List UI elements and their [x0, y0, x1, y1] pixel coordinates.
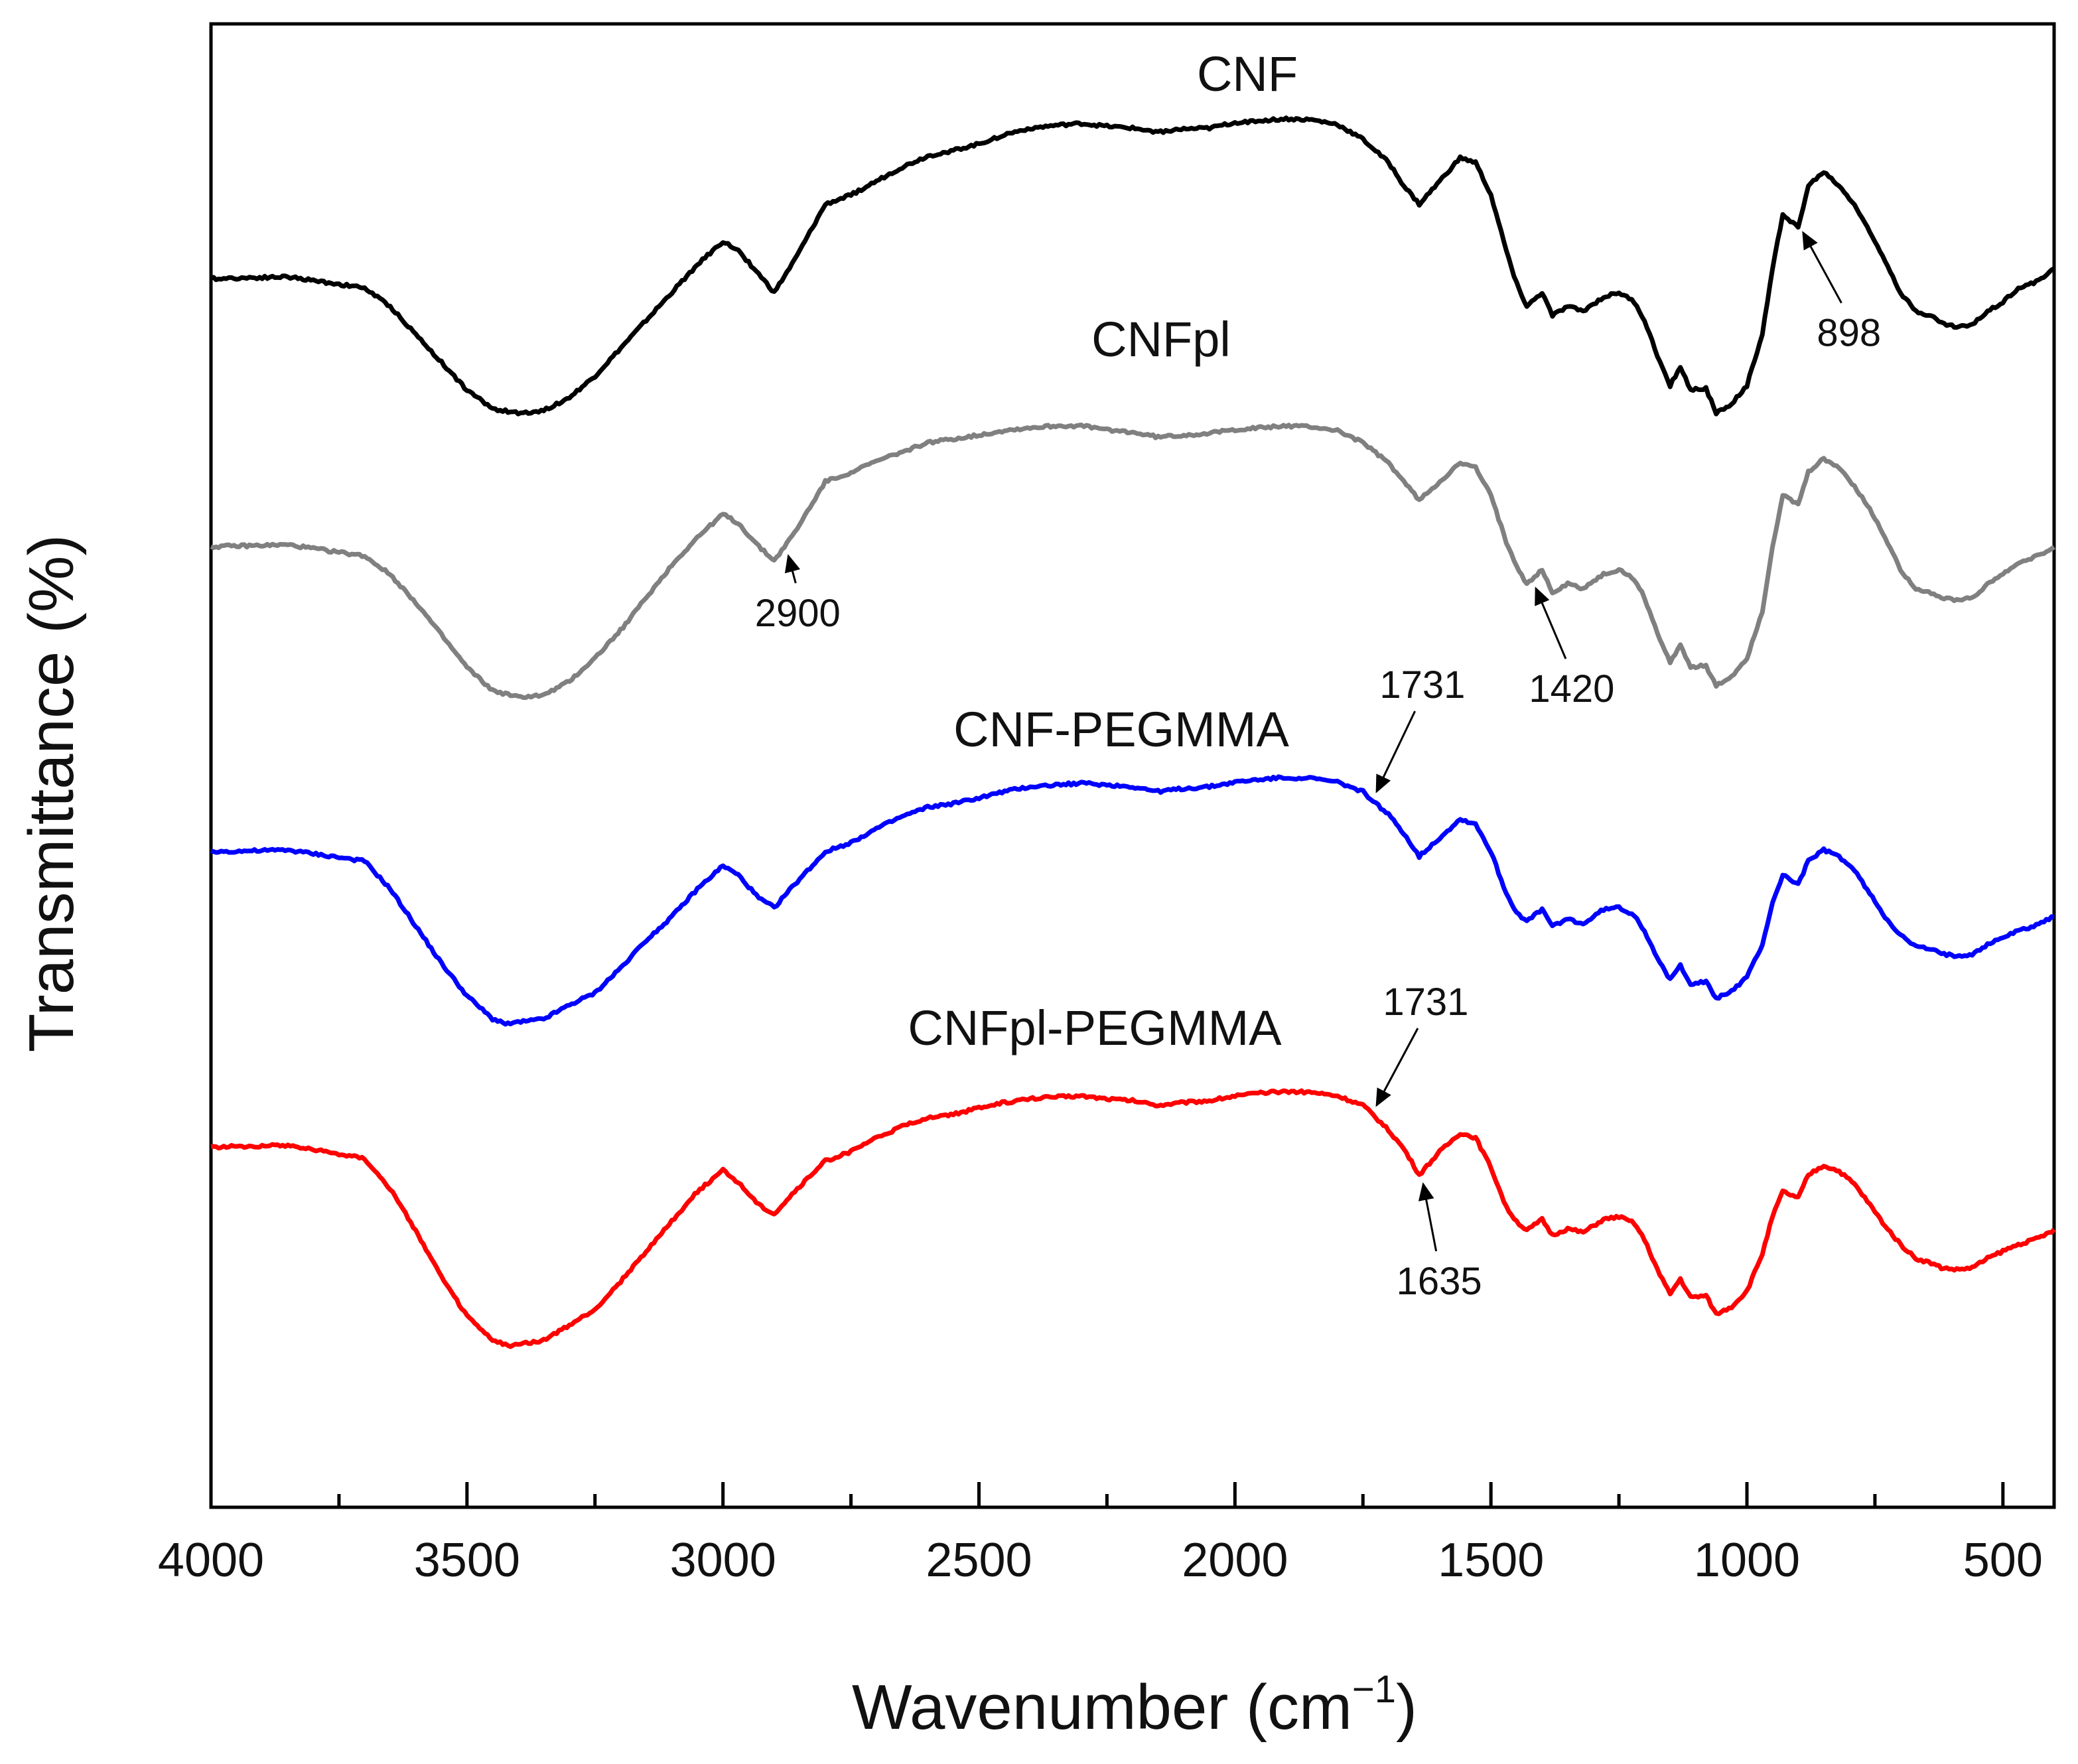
- x-axis-title: Wavenumber (cm−1): [852, 1668, 1417, 1743]
- annotation-arrow: [1802, 231, 1842, 304]
- x-axis-title-main: Wavenumber (cm: [852, 1672, 1352, 1743]
- x-tick-label: 2000: [1182, 1534, 1288, 1587]
- annotation-label: 1731: [1383, 981, 1468, 1024]
- annotation-arrow: [784, 554, 801, 584]
- x-tick-label: 4000: [158, 1534, 264, 1587]
- y-axis-title: Transmittance (%): [16, 535, 87, 1053]
- plot-frame: [209, 22, 2056, 1509]
- annotation-arrow: [1375, 1028, 1419, 1107]
- annotations: 898 2900 1420 1731 1731 1635: [755, 231, 1881, 1303]
- series-line-cnfpl-pegmma: [210, 1088, 2056, 1349]
- annotation-label: 1731: [1379, 663, 1465, 707]
- series-line-cnf-pegmma: [210, 774, 2055, 1027]
- x-tick-label: 3500: [414, 1534, 520, 1587]
- series-line-cnfpl: [210, 423, 2055, 701]
- series-label-cnfpl-pegmma: CNFpl-PEGMMA: [908, 1000, 1282, 1055]
- x-axis-title-superscript: −1: [1352, 1668, 1396, 1711]
- series-line-cnf: [210, 115, 2055, 417]
- annotation-label: 1635: [1397, 1260, 1482, 1303]
- x-tick-label: 3000: [670, 1534, 776, 1587]
- series-label-cnf-pegmma: CNF-PEGMMA: [953, 702, 1289, 757]
- annotation-label: 898: [1817, 312, 1881, 355]
- annotation-arrow: [1535, 586, 1567, 659]
- x-axis-title-close: ): [1396, 1672, 1417, 1743]
- series-lines: CNF CNFpl CNF-PEGMMA CNFpl-PEGMMA: [210, 46, 2056, 1349]
- x-tick-label: 1000: [1694, 1534, 1800, 1587]
- x-tick-label: 1500: [1438, 1534, 1544, 1587]
- annotation-arrow: [1418, 1182, 1438, 1252]
- annotation-label: 1420: [1529, 667, 1614, 711]
- x-axis-ticks: 4000 3500 3000 2500 2000 1500 1000 500: [158, 1482, 2043, 1587]
- annotation-label: 2900: [755, 592, 841, 635]
- annotation-arrow: [1375, 711, 1417, 793]
- series-label-cnf: CNF: [1197, 46, 1298, 102]
- x-tick-label: 500: [1963, 1534, 2043, 1587]
- x-tick-label: 2500: [926, 1534, 1032, 1587]
- series-label-cnfpl: CNFpl: [1091, 312, 1231, 367]
